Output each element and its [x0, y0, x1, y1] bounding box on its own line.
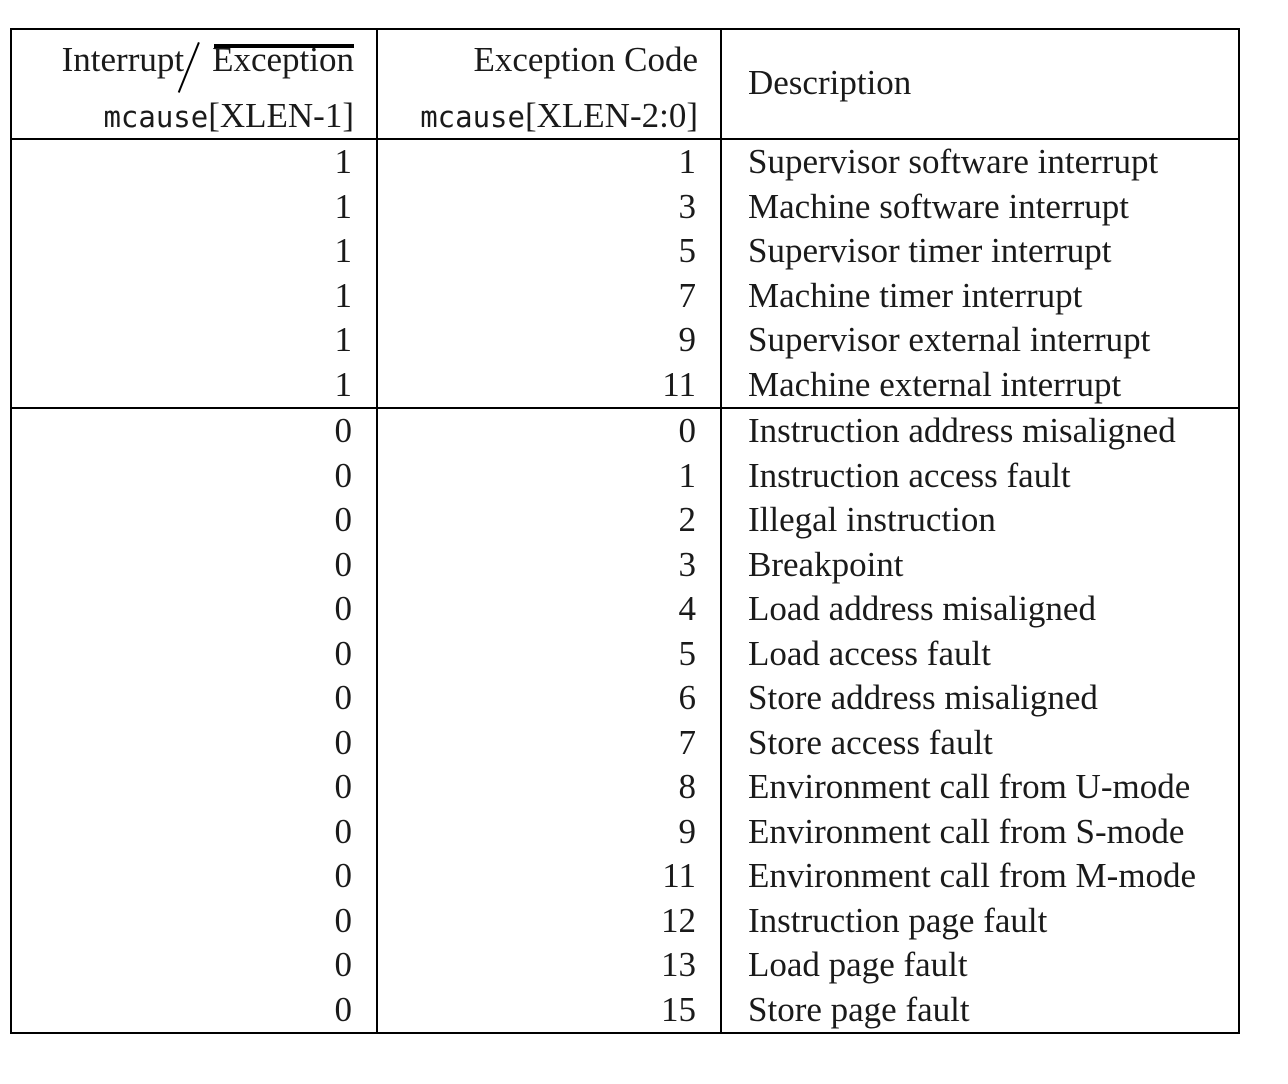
cell-interrupt: 1 — [11, 273, 378, 318]
cell-exception-code: 9 — [377, 318, 722, 363]
cell-exception-code: 6 — [377, 676, 722, 721]
cell-interrupt: 0 — [11, 408, 378, 454]
cell-exception-code: 8 — [377, 765, 722, 810]
table-row: 0 0 Instruction address misaligned — [11, 408, 1239, 454]
cell-description: Load access fault — [748, 633, 991, 673]
cell-exception-code: 5 — [377, 229, 722, 274]
cell-interrupt: 0 — [11, 453, 378, 498]
cell-exception-code: 5 — [377, 631, 722, 676]
cell-interrupt: 1 — [11, 362, 378, 409]
cell-exception-code: 1 — [377, 139, 722, 185]
cell-interrupt: 1 — [11, 184, 378, 229]
cell-interrupt: 0 — [11, 542, 378, 587]
cell-interrupt: 0 — [11, 809, 378, 854]
cell-interrupt: 0 — [11, 498, 378, 543]
cell-exception-code: 11 — [377, 854, 722, 899]
header-description: Description — [721, 29, 1239, 140]
header-col2-field-name: mcause — [420, 100, 525, 134]
cell-interrupt: 0 — [11, 587, 378, 632]
cell-description: Environment call from U-mode — [748, 767, 1191, 806]
table-row: 0 2 Illegal instruction — [11, 498, 1239, 543]
cell-description: Instruction access fault — [748, 455, 1071, 495]
table-row: 1 11 Machine external interrupt — [11, 362, 1239, 409]
cell-exception-code: 7 — [377, 720, 722, 765]
cell-interrupt: 0 — [11, 943, 378, 988]
table-row: 0 12 Instruction page fault — [11, 898, 1239, 943]
cell-description: Store address misaligned — [748, 678, 1098, 717]
table-row: 1 9 Supervisor external interrupt — [11, 318, 1239, 363]
cell-exception-code: 4 — [377, 587, 722, 632]
cell-description: Breakpoint — [748, 544, 904, 584]
header-col1-field-bits: [XLEN-1] — [208, 96, 354, 135]
header-col1-field: mcause[XLEN-1] — [103, 96, 354, 137]
table-row: 0 9 Environment call from S-mode — [11, 809, 1239, 854]
cell-interrupt: 0 — [11, 631, 378, 676]
cell-description: Machine software interrupt — [748, 186, 1129, 226]
cell-description: Supervisor external interrupt — [748, 320, 1151, 359]
table-row: 1 5 Supervisor timer interrupt — [11, 229, 1239, 274]
table-row: 1 3 Machine software interrupt — [11, 184, 1239, 229]
table-header-row: Interrupt Exception mcause[XLEN-1] Except… — [11, 29, 1239, 140]
cell-description: Machine external interrupt — [721, 362, 1239, 409]
header-interrupt-label: Interrupt — [61, 40, 185, 79]
header-interrupt-exception-title: Interrupt Exception — [62, 40, 354, 80]
header-col2-field: mcause[XLEN-2:0] — [420, 96, 698, 137]
cell-description: Store page fault — [748, 989, 970, 1029]
cell-description: Load page fault — [748, 945, 968, 984]
cell-interrupt: 0 — [11, 898, 378, 943]
header-exception-code: Exception Code mcause[XLEN-2:0] — [377, 29, 722, 140]
cell-description: Load address misaligned — [748, 589, 1096, 628]
table-row: 1 1 Supervisor software interrupt — [11, 139, 1239, 185]
cell-interrupt: 1 — [11, 229, 378, 274]
cell-interrupt: 1 — [11, 139, 378, 185]
mcause-table: Interrupt Exception mcause[XLEN-1] Except… — [10, 28, 1240, 1034]
cell-exception-code: 12 — [377, 898, 722, 943]
cell-interrupt: 0 — [11, 765, 378, 810]
cell-description: Illegal instruction — [748, 500, 996, 539]
table-row: 0 11 Environment call from M-mode — [11, 854, 1239, 899]
header-exception-label: Exception — [212, 40, 354, 79]
table-row: 0 1 Instruction access fault — [11, 453, 1239, 498]
cell-interrupt: 0 — [11, 854, 378, 899]
cell-description: Store access fault — [748, 722, 993, 762]
table-row: 0 6 Store address misaligned — [11, 676, 1239, 721]
table-row: 0 7 Store access fault — [11, 720, 1239, 765]
cell-interrupt: 0 — [11, 720, 378, 765]
table-row: 0 15 Store page fault — [11, 987, 1239, 1033]
cell-description: Supervisor timer interrupt — [748, 231, 1112, 270]
cell-exception-code: 15 — [377, 987, 722, 1033]
header-col3-title: Description — [748, 63, 912, 102]
header-col1-field-name: mcause — [103, 100, 209, 134]
cell-exception-code: 11 — [377, 362, 722, 409]
cell-exception-code: 0 — [377, 408, 722, 454]
cell-description: Supervisor software interrupt — [748, 142, 1159, 181]
cell-exception-code: 2 — [377, 498, 722, 543]
cell-description: Machine timer interrupt — [748, 275, 1083, 315]
cell-description: Instruction page fault — [748, 900, 1048, 940]
table-row: 0 5 Load access fault — [11, 631, 1239, 676]
table-row: 1 7 Machine timer interrupt — [11, 273, 1239, 318]
table-row: 0 4 Load address misaligned — [11, 587, 1239, 632]
header-interrupt-exception: Interrupt Exception mcause[XLEN-1] — [11, 29, 378, 140]
cell-description: Environment call from S-mode — [748, 811, 1185, 851]
header-col2-field-bits: [XLEN-2:0] — [524, 96, 698, 135]
table-body: 1 1 Supervisor software interrupt 1 3 Machine… — [11, 139, 1239, 1033]
cell-interrupt: 0 — [11, 676, 378, 721]
table-row: 0 8 Environment call from U-mode — [11, 765, 1239, 810]
cell-exception-code: 7 — [377, 273, 722, 318]
table-row: 0 13 Load page fault — [11, 943, 1239, 988]
cell-exception-code: 3 — [377, 184, 722, 229]
table-row: 0 3 Breakpoint — [11, 542, 1239, 587]
cell-exception-code: 1 — [377, 453, 722, 498]
cell-interrupt: 0 — [11, 987, 378, 1033]
cell-interrupt: 1 — [11, 318, 378, 363]
cell-description: Environment call from M-mode — [748, 856, 1197, 895]
cell-exception-code: 3 — [377, 542, 722, 587]
cell-exception-code: 9 — [377, 809, 722, 854]
header-col2-title: Exception Code — [473, 40, 698, 79]
header-slash — [184, 40, 212, 80]
cell-description: Instruction address misaligned — [748, 411, 1176, 450]
cell-exception-code: 13 — [377, 943, 722, 988]
